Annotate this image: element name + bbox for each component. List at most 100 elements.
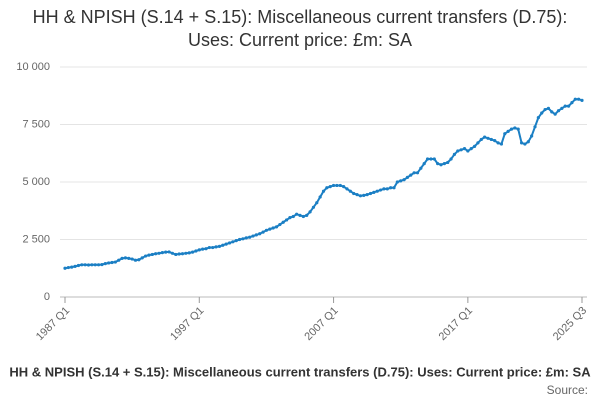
- point: [261, 230, 265, 234]
- point: [352, 191, 356, 196]
- point: [100, 262, 104, 267]
- point: [566, 104, 571, 108]
- x-tick-label: 1997 Q1: [168, 305, 206, 343]
- point: [519, 141, 524, 145]
- point: [201, 247, 205, 251]
- point: [493, 139, 497, 143]
- point: [385, 187, 389, 191]
- point: [321, 189, 326, 193]
- point: [170, 251, 175, 255]
- point: [231, 240, 235, 244]
- point: [325, 186, 329, 190]
- point: [483, 135, 487, 139]
- point: [516, 127, 520, 131]
- point: [157, 251, 161, 255]
- point: [563, 104, 567, 108]
- point: [546, 106, 551, 110]
- y-tick-label: 2 500: [22, 233, 50, 245]
- point: [439, 163, 443, 167]
- point: [429, 157, 433, 161]
- point: [503, 132, 507, 136]
- point: [140, 256, 144, 260]
- point: [573, 97, 577, 101]
- point: [217, 244, 222, 248]
- point: [577, 97, 581, 101]
- point: [392, 186, 396, 190]
- point: [328, 185, 332, 189]
- point: [96, 263, 101, 267]
- point: [244, 236, 248, 240]
- point: [237, 237, 242, 242]
- x-tick-label: 1987 Q1: [34, 305, 72, 343]
- point: [415, 171, 420, 175]
- point: [137, 258, 141, 262]
- point: [399, 179, 403, 183]
- point: [174, 252, 178, 257]
- point: [90, 263, 94, 267]
- point: [432, 157, 436, 161]
- point: [452, 152, 457, 156]
- point: [536, 116, 540, 120]
- point: [86, 263, 91, 267]
- point: [154, 252, 158, 256]
- point: [530, 134, 534, 138]
- point: [365, 193, 369, 197]
- point: [224, 242, 228, 246]
- y-tick-label: 7 500: [22, 118, 50, 130]
- point: [476, 141, 480, 145]
- point: [550, 110, 554, 114]
- point: [160, 251, 164, 255]
- point: [540, 111, 544, 115]
- legend-entry: HH & NPISH (S.14 + S.15): Miscellaneous …: [9, 364, 591, 379]
- point: [180, 252, 185, 256]
- x-tick-label: 2017 Q1: [437, 305, 475, 343]
- point: [268, 227, 272, 231]
- source: Source:: [547, 383, 588, 397]
- point: [258, 232, 262, 236]
- point: [556, 109, 561, 113]
- point: [560, 106, 564, 110]
- point: [523, 142, 527, 146]
- point: [543, 107, 547, 112]
- point: [422, 162, 426, 166]
- point: [164, 250, 168, 254]
- point: [331, 183, 336, 188]
- point: [338, 183, 342, 188]
- point: [63, 266, 67, 270]
- point: [469, 147, 473, 151]
- point: [227, 241, 232, 245]
- point: [362, 193, 366, 197]
- point: [76, 263, 81, 268]
- point: [436, 162, 440, 166]
- point: [342, 185, 346, 189]
- point: [405, 175, 410, 179]
- point: [301, 214, 305, 219]
- point: [234, 239, 238, 243]
- point: [389, 186, 393, 190]
- point: [207, 245, 211, 250]
- point: [456, 149, 460, 153]
- point: [93, 263, 97, 267]
- point: [194, 249, 198, 253]
- point: [395, 180, 399, 184]
- chart-title: HH & NPISH (S.14 + S.15): Miscellaneous …: [32, 7, 568, 50]
- point: [70, 265, 74, 269]
- point: [496, 141, 500, 145]
- point: [73, 264, 77, 269]
- point: [486, 136, 490, 140]
- point: [211, 245, 215, 250]
- point: [107, 261, 111, 265]
- x-tick-label: 2007 Q1: [302, 305, 340, 343]
- point: [335, 183, 339, 188]
- point: [133, 258, 138, 262]
- point: [318, 195, 322, 199]
- point: [204, 247, 208, 251]
- point: [248, 235, 252, 239]
- point: [117, 258, 121, 262]
- point: [187, 251, 191, 255]
- point: [214, 245, 218, 249]
- point: [479, 137, 483, 142]
- point: [184, 251, 188, 255]
- point: [113, 260, 117, 264]
